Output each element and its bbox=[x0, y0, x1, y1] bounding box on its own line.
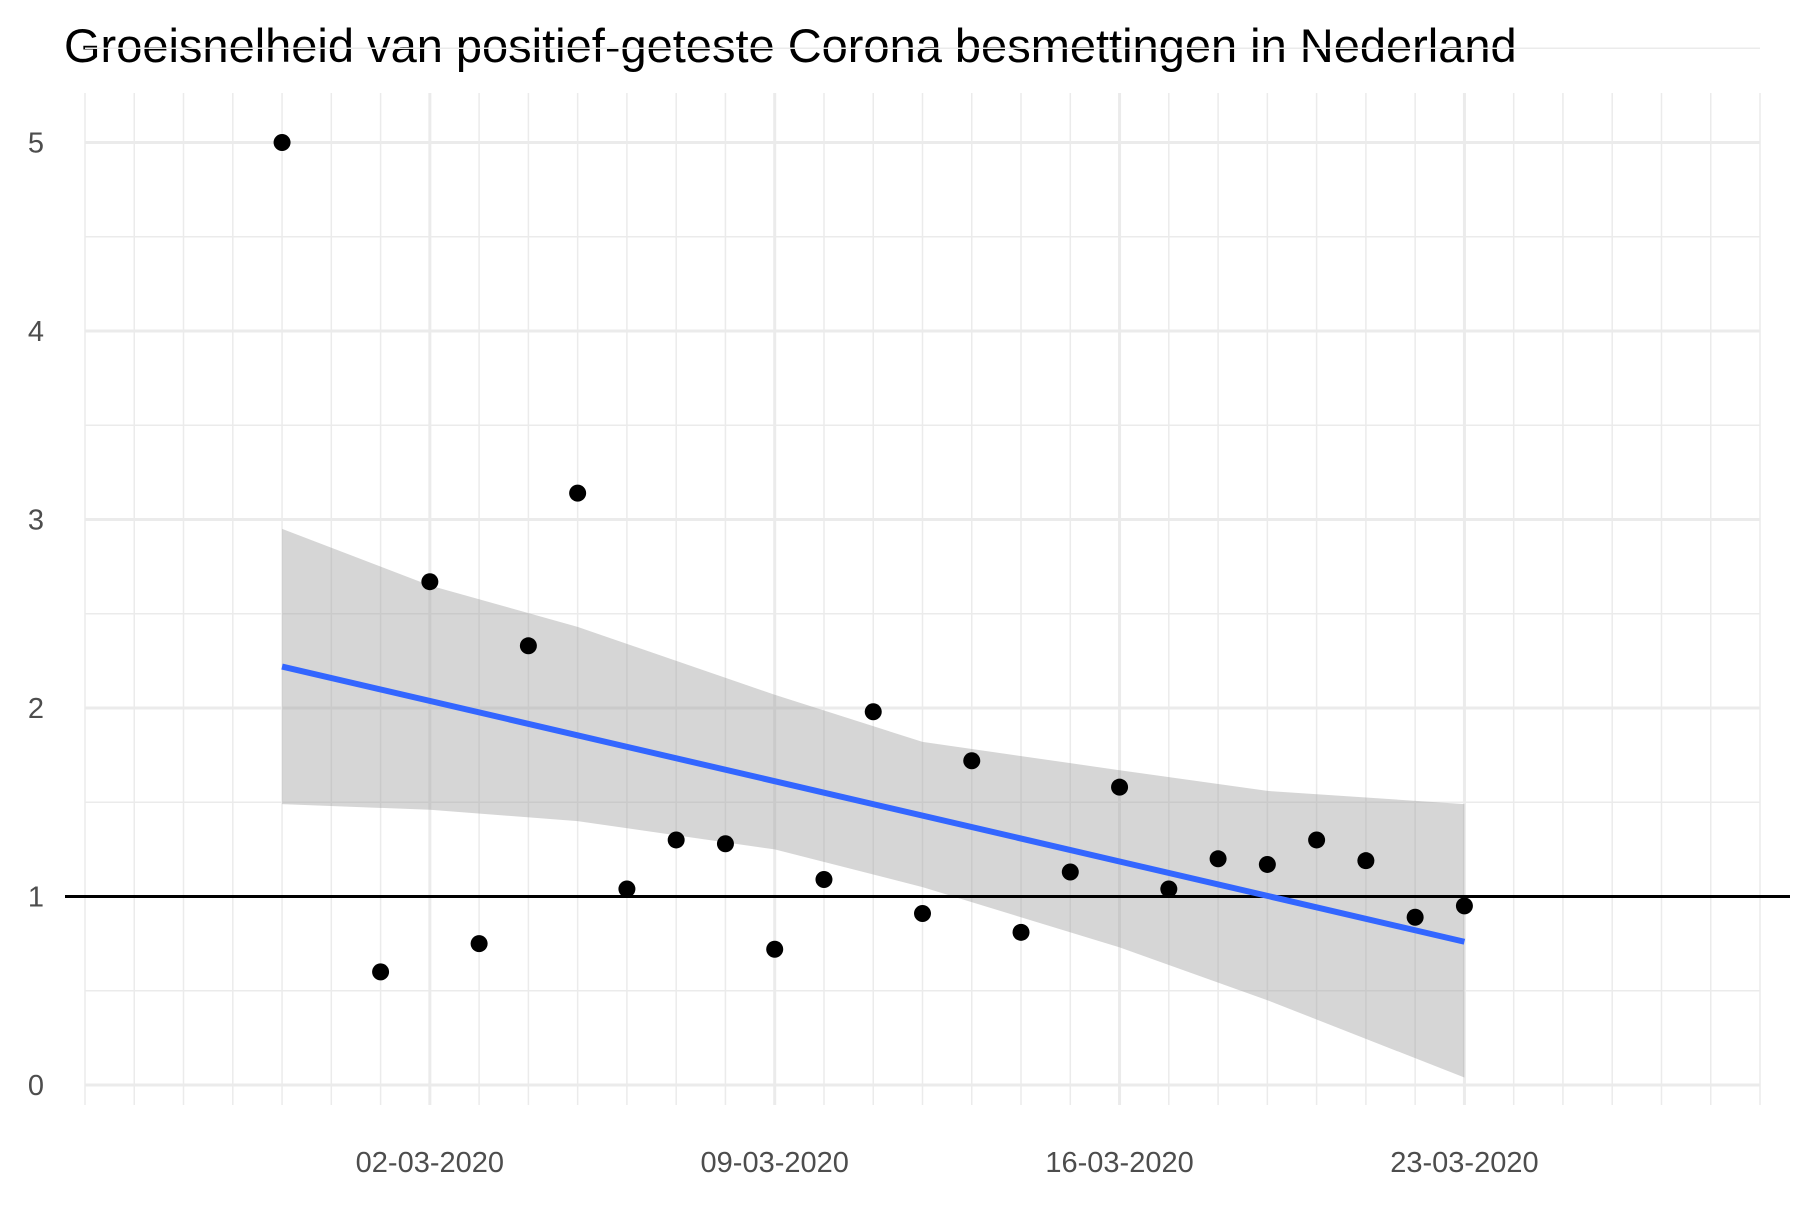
data-point bbox=[1111, 778, 1129, 796]
data-point bbox=[1012, 923, 1030, 941]
data-point bbox=[372, 963, 390, 981]
y-tick-label: 2 bbox=[28, 693, 44, 725]
data-points-layer bbox=[273, 134, 1473, 981]
data-point bbox=[1406, 908, 1424, 926]
data-point bbox=[569, 484, 587, 502]
data-point bbox=[421, 573, 439, 591]
data-point bbox=[1160, 880, 1178, 898]
y-axis-tick-labels: 0 1 2 3 4 5 bbox=[28, 128, 44, 1103]
chart-title: Groeisnelheid van positief-geteste Coron… bbox=[64, 19, 1517, 72]
x-tick-label: 09-03-2020 bbox=[701, 1147, 849, 1179]
data-point bbox=[864, 703, 882, 721]
y-tick-label: 5 bbox=[28, 128, 44, 160]
data-point bbox=[273, 134, 291, 151]
data-point bbox=[1455, 897, 1473, 915]
y-tick-label: 4 bbox=[28, 316, 44, 348]
data-point bbox=[914, 904, 931, 922]
y-tick-label: 3 bbox=[28, 505, 44, 537]
data-point bbox=[1258, 855, 1276, 873]
data-point bbox=[1308, 831, 1326, 849]
data-point bbox=[1357, 852, 1375, 870]
data-point bbox=[667, 831, 685, 849]
x-tick-label: 02-03-2020 bbox=[356, 1147, 504, 1179]
x-tick-label: 23-03-2020 bbox=[1390, 1147, 1538, 1179]
x-axis-tick-labels: 02-03-2020 09-03-2020 16-03-2020 23-03-2020 bbox=[356, 1147, 1539, 1179]
data-point bbox=[618, 880, 636, 898]
trend-line-layer bbox=[281, 663, 1466, 945]
y-tick-label: 1 bbox=[28, 882, 44, 914]
data-point bbox=[1209, 850, 1227, 868]
trend-line bbox=[281, 663, 1466, 945]
y-tick-label: 0 bbox=[28, 1070, 44, 1102]
data-point bbox=[766, 940, 784, 958]
x-tick-label: 16-03-2020 bbox=[1045, 1147, 1193, 1179]
data-point bbox=[963, 752, 981, 770]
data-point bbox=[519, 637, 537, 655]
data-point bbox=[1061, 863, 1079, 881]
data-point bbox=[815, 871, 833, 889]
data-point bbox=[470, 935, 488, 953]
data-point bbox=[716, 835, 734, 853]
